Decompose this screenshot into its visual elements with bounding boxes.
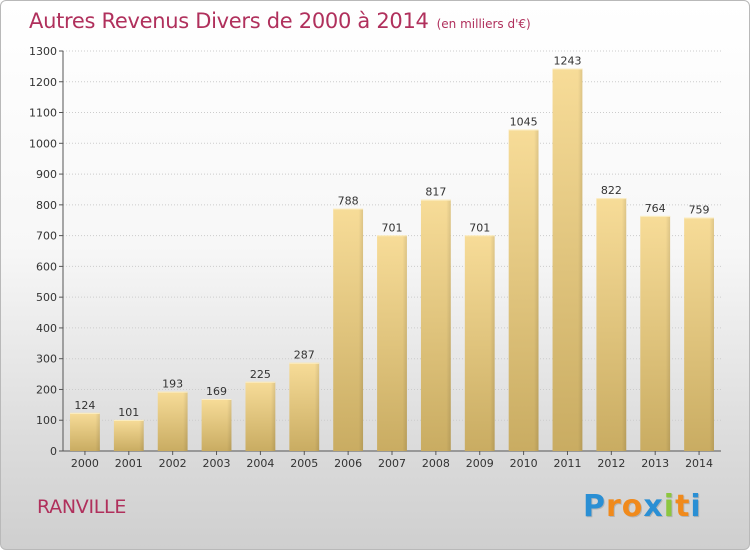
logo-letter: i bbox=[690, 489, 702, 524]
city-name: RANVILLE bbox=[37, 496, 127, 518]
data-label: 1045 bbox=[510, 115, 538, 128]
logo-letter: P bbox=[583, 489, 606, 524]
data-label: 759 bbox=[689, 203, 710, 216]
x-tick-label: 2005 bbox=[290, 457, 318, 470]
data-label: 817 bbox=[425, 186, 446, 199]
bar-shade bbox=[245, 381, 276, 451]
y-tick-label: 500 bbox=[36, 291, 57, 304]
y-tick-label: 800 bbox=[36, 199, 57, 212]
x-tick-label: 2013 bbox=[641, 457, 669, 470]
data-label: 169 bbox=[206, 385, 227, 398]
x-tick-label: 2010 bbox=[510, 457, 538, 470]
bar-shade bbox=[201, 399, 232, 451]
logo-letter: o bbox=[621, 489, 644, 524]
chart-title-text: Autres Revenus Divers de 2000 à 2014 bbox=[29, 9, 429, 33]
y-tick-label: 200 bbox=[36, 383, 57, 396]
logo-letter: r bbox=[606, 489, 622, 524]
y-tick-label: 600 bbox=[36, 260, 57, 273]
x-tick-label: 2014 bbox=[685, 457, 713, 470]
data-label: 287 bbox=[294, 349, 315, 362]
y-tick-label: 0 bbox=[50, 445, 57, 458]
y-tick-label: 1300 bbox=[29, 45, 57, 58]
x-tick-label: 2008 bbox=[422, 457, 450, 470]
data-label: 193 bbox=[162, 378, 183, 391]
chart-title: Autres Revenus Divers de 2000 à 2014 (en … bbox=[29, 9, 531, 33]
x-tick-label: 2002 bbox=[159, 457, 187, 470]
data-label: 701 bbox=[469, 221, 490, 234]
x-tick-label: 2000 bbox=[71, 457, 99, 470]
y-tick-label: 900 bbox=[36, 168, 57, 181]
bar-shade bbox=[552, 68, 583, 452]
data-label: 701 bbox=[382, 221, 403, 234]
data-label: 101 bbox=[118, 406, 139, 419]
logo-letter: i bbox=[663, 489, 676, 524]
bars bbox=[70, 68, 714, 452]
data-label: 1243 bbox=[553, 55, 581, 68]
logo-letter: x bbox=[643, 489, 664, 524]
bar-shade bbox=[289, 362, 320, 451]
chart-subtitle: (en milliers d'€) bbox=[436, 17, 531, 31]
x-tick-label: 2012 bbox=[597, 457, 625, 470]
bar-shade bbox=[596, 198, 627, 451]
data-label: 764 bbox=[645, 202, 666, 215]
axes: 0 100 200 300 400 500 600 700 800 900 1000 1100 1200… bbox=[29, 45, 721, 470]
bar-shade bbox=[464, 235, 495, 451]
x-tick-label: 2007 bbox=[378, 457, 406, 470]
bar-shade bbox=[508, 129, 539, 451]
bar-shade bbox=[420, 199, 451, 451]
x-tick-label: 2011 bbox=[553, 457, 581, 470]
bar-shade bbox=[684, 217, 714, 451]
y-tick-label: 100 bbox=[36, 414, 57, 427]
y-tick-label: 400 bbox=[36, 322, 57, 335]
x-tick-label: 2006 bbox=[334, 457, 362, 470]
proxiti-logo: Proxiti bbox=[583, 489, 702, 524]
data-label: 822 bbox=[601, 184, 622, 197]
y-tick-label: 700 bbox=[36, 230, 57, 243]
y-tick-label: 1100 bbox=[29, 107, 57, 120]
data-label: 124 bbox=[74, 399, 95, 412]
x-tick-label: 2003 bbox=[203, 457, 231, 470]
data-label: 225 bbox=[250, 368, 271, 381]
y-tick-label: 1000 bbox=[29, 137, 57, 150]
bar-shade bbox=[157, 391, 188, 451]
bar-shade bbox=[70, 412, 100, 451]
bar-shade bbox=[113, 419, 144, 451]
y-tick-label: 300 bbox=[36, 353, 57, 366]
bar-shade bbox=[377, 235, 407, 451]
bar-shade bbox=[640, 215, 671, 451]
data-labels: 124 101 193 169 225 287 788 701 817 701 1045 1243 82… bbox=[74, 55, 709, 419]
y-tick-label: 1200 bbox=[29, 76, 57, 89]
data-label: 788 bbox=[338, 195, 359, 208]
x-tick-label: 2001 bbox=[115, 457, 143, 470]
x-tick-label: 2004 bbox=[246, 457, 274, 470]
x-tick-label: 2009 bbox=[466, 457, 494, 470]
logo-letter: t bbox=[675, 489, 691, 524]
bar-shade bbox=[333, 208, 364, 451]
